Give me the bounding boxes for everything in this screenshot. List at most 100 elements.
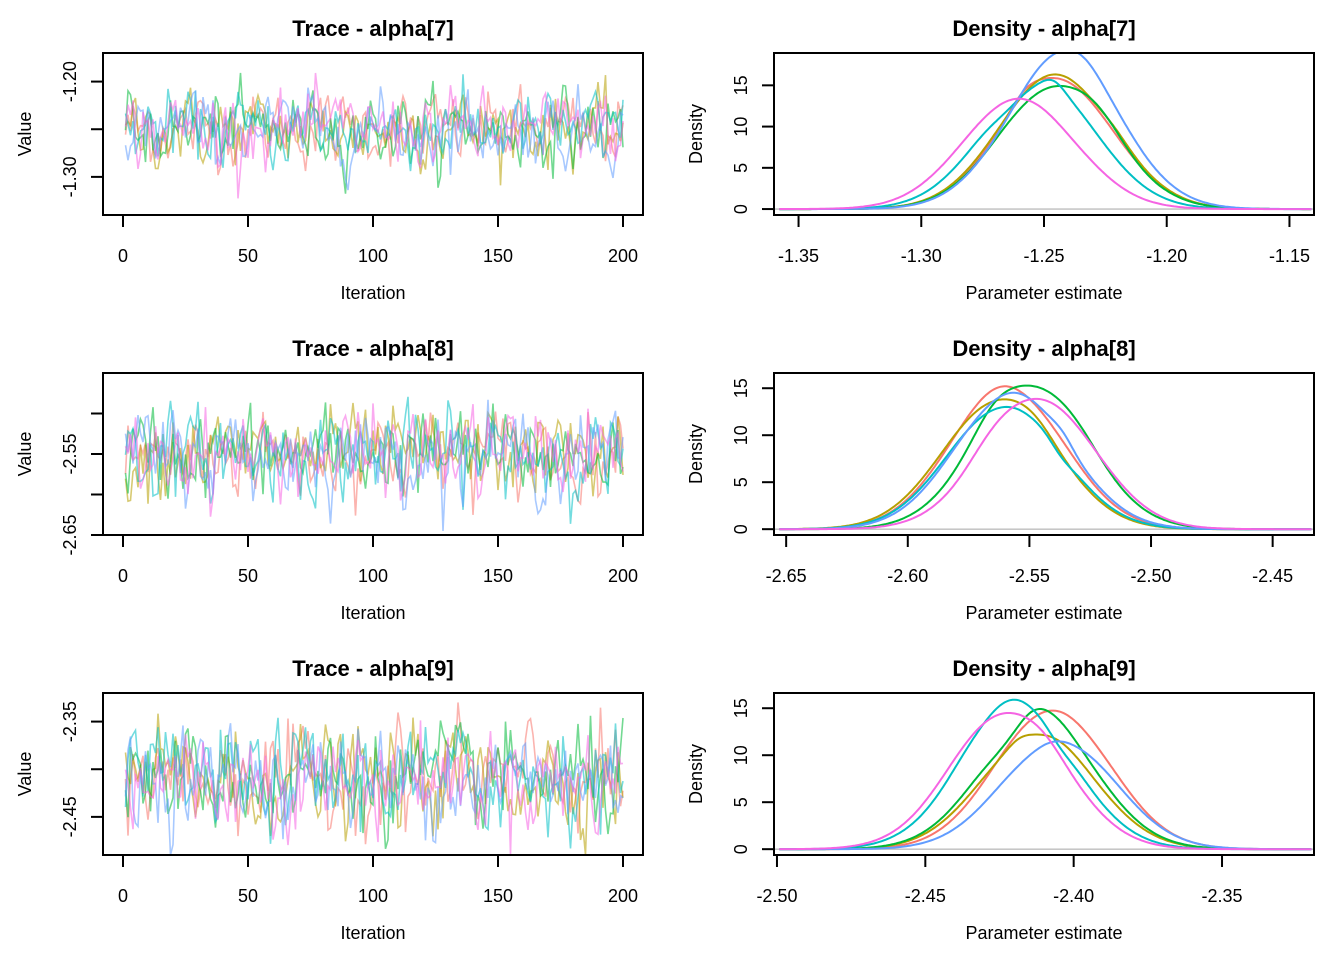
density-line-chain-1 xyxy=(779,709,1312,851)
density-line-chain-3 xyxy=(779,384,1312,531)
density-line-chain-4 xyxy=(779,698,1312,851)
y-tick-label: 10 xyxy=(731,117,751,137)
density-line-chain-2 xyxy=(779,733,1312,851)
y-axis-label: Value xyxy=(15,752,35,797)
panel-trace-8: Trace - alpha[8] 0 50 100 150 200 -2.55 -2.65 It… xyxy=(15,336,644,623)
x-tick-label: -1.25 xyxy=(1023,246,1064,266)
density-line-chain-5 xyxy=(779,391,1312,531)
y-tick-label: -2.55 xyxy=(60,433,80,474)
plot-area xyxy=(774,384,1314,531)
x-tick-label: -1.20 xyxy=(1146,246,1187,266)
y-axis-label: Value xyxy=(15,112,35,157)
y-tick-label: 0 xyxy=(731,524,751,534)
density-line-chain-6 xyxy=(779,712,1312,851)
y-axis-label: Density xyxy=(686,104,706,164)
density-line-chain-5 xyxy=(779,740,1312,851)
trace-line-chain-6 xyxy=(124,720,624,855)
density-line-chain-4 xyxy=(779,78,1312,211)
x-tick-label: 0 xyxy=(118,886,128,906)
x-tick-label: -2.40 xyxy=(1053,886,1094,906)
y-tick-label: 5 xyxy=(731,163,751,173)
x-tick-label: -1.35 xyxy=(778,246,819,266)
x-tick-label: -2.45 xyxy=(905,886,946,906)
x-axis-label: Parameter estimate xyxy=(965,283,1122,303)
y-tick-label: 15 xyxy=(731,698,751,718)
x-tick-label: 150 xyxy=(483,886,513,906)
x-tick-label: 100 xyxy=(358,566,388,586)
x-tick-label: 0 xyxy=(118,566,128,586)
plot-area xyxy=(774,698,1314,851)
x-tick-label: -2.55 xyxy=(1009,566,1050,586)
y-tick-label: -2.35 xyxy=(60,701,80,742)
x-tick-label: -2.60 xyxy=(887,566,928,586)
x-tick-label: -2.50 xyxy=(756,886,797,906)
x-tick-label: 50 xyxy=(238,886,258,906)
panel-density-9: Density - alpha[9] -2.50 -2.45 -2.40 -2.35 0 5… xyxy=(686,656,1315,943)
y-tick-label: -1.20 xyxy=(60,61,80,102)
panel-title: Trace - alpha[9] xyxy=(292,656,453,681)
x-tick-label: -2.50 xyxy=(1131,566,1172,586)
y-tick-label: -1.30 xyxy=(60,156,80,197)
panel-title: Density - alpha[8] xyxy=(952,336,1135,361)
x-tick-label: 200 xyxy=(608,246,638,266)
x-tick-label: 100 xyxy=(358,886,388,906)
panel-title: Density - alpha[9] xyxy=(952,656,1135,681)
panel-title: Density - alpha[7] xyxy=(952,16,1135,41)
x-axis-label: Parameter estimate xyxy=(965,923,1122,943)
plot-box xyxy=(773,372,1315,536)
panel-title: Trace - alpha[8] xyxy=(292,336,453,361)
x-tick-label: 0 xyxy=(118,246,128,266)
y-tick-label: 0 xyxy=(731,844,751,854)
panel-title: Trace - alpha[7] xyxy=(292,16,453,41)
y-tick-label: -2.45 xyxy=(60,796,80,837)
y-tick-label: 0 xyxy=(731,204,751,214)
density-line-chain-6 xyxy=(779,397,1312,531)
density-line-chain-5 xyxy=(779,53,1312,211)
x-tick-label: 150 xyxy=(483,566,513,586)
y-tick-label: 10 xyxy=(731,425,751,445)
plot-area xyxy=(774,53,1314,211)
density-line-chain-6 xyxy=(779,97,1312,211)
y-tick-label: 15 xyxy=(731,378,751,398)
plot-area xyxy=(124,72,624,199)
x-tick-label: 100 xyxy=(358,246,388,266)
x-tick-label: -2.35 xyxy=(1202,886,1243,906)
x-tick-label: 200 xyxy=(608,566,638,586)
x-tick-label: 150 xyxy=(483,246,513,266)
panel-trace-7: Trace - alpha[7] 0 50 100 150 200 -1.20 -1.30 It… xyxy=(15,16,644,303)
y-tick-label: -2.65 xyxy=(60,514,80,555)
density-line-chain-2 xyxy=(779,73,1312,211)
x-axis-label: Parameter estimate xyxy=(965,603,1122,623)
trace-line-chain-6 xyxy=(124,72,624,199)
x-axis-label: Iteration xyxy=(340,923,405,943)
panel-density-8: Density - alpha[8] -2.65 -2.60 -2.55 -2.50 -2… xyxy=(686,336,1315,623)
density-line-chain-3 xyxy=(779,84,1312,211)
y-tick-label: 15 xyxy=(731,75,751,95)
x-axis-label: Iteration xyxy=(340,283,405,303)
y-tick-label: 10 xyxy=(731,745,751,765)
trace-line-chain-6 xyxy=(124,403,624,517)
plot-box xyxy=(773,692,1315,856)
panel-density-7: Density - alpha[7] -1.35 -1.30 -1.25 -1.20 -1… xyxy=(686,16,1315,303)
panel-trace-9: Trace - alpha[9] 0 50 100 150 200 -2.35 -2.45 It… xyxy=(15,656,644,943)
density-line-chain-1 xyxy=(779,77,1312,211)
density-line-chain-2 xyxy=(779,398,1312,531)
x-axis-label: Iteration xyxy=(340,603,405,623)
density-line-chain-1 xyxy=(779,385,1312,531)
density-line-chain-3 xyxy=(779,708,1312,851)
y-axis-label: Density xyxy=(686,424,706,484)
plot-area xyxy=(124,396,624,532)
trace-line-chain-3 xyxy=(124,72,624,194)
x-tick-label: 50 xyxy=(238,246,258,266)
y-axis-label: Density xyxy=(686,744,706,804)
x-tick-label: -2.65 xyxy=(766,566,807,586)
x-tick-label: -1.30 xyxy=(901,246,942,266)
x-tick-label: 200 xyxy=(608,886,638,906)
plot-area xyxy=(124,702,624,855)
y-tick-label: 5 xyxy=(731,797,751,807)
x-tick-label: -2.45 xyxy=(1252,566,1293,586)
x-tick-label: 50 xyxy=(238,566,258,586)
density-line-chain-4 xyxy=(779,405,1312,531)
y-tick-label: 5 xyxy=(731,477,751,487)
